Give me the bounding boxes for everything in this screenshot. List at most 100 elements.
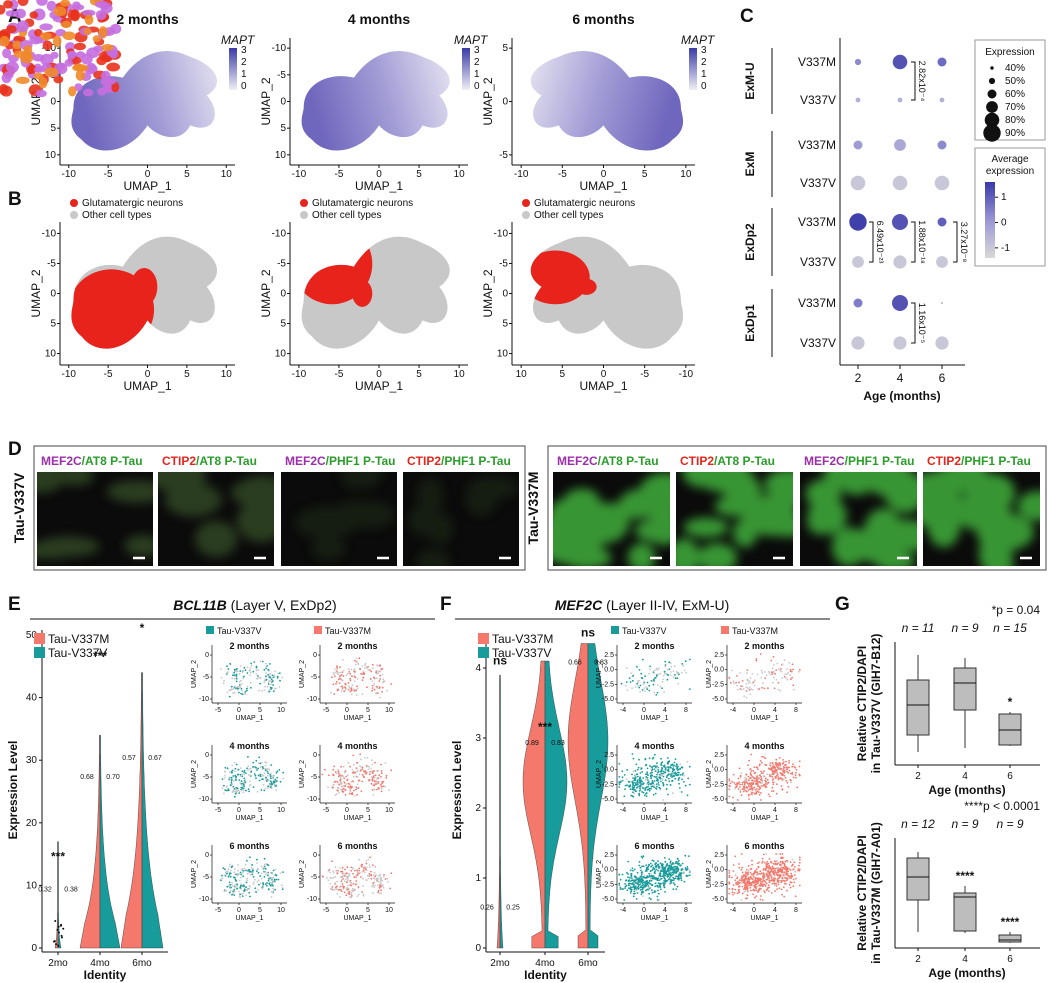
cell-point: [664, 866, 667, 869]
cell-point: [645, 795, 648, 798]
cell-point: [785, 868, 788, 871]
cell-point: [651, 869, 654, 872]
legend-title: Average: [991, 154, 1029, 165]
cell-point: [754, 780, 756, 783]
cell-point: [363, 770, 365, 773]
cell-point: [775, 769, 777, 772]
cell: [74, 83, 83, 92]
cell-point: [259, 773, 262, 776]
cell-point: [656, 776, 659, 778]
cell-point: [370, 767, 372, 770]
cell-point: [688, 869, 691, 872]
umap-plot: [530, 236, 684, 349]
cell-point: [751, 859, 753, 862]
cell-point: [635, 773, 638, 776]
cell-point: [688, 688, 691, 690]
cell-point: [648, 897, 651, 899]
cell-point: [376, 664, 379, 667]
cell-point: [639, 787, 641, 789]
cell: [75, 69, 85, 81]
cell-point: [241, 770, 244, 773]
cell-point: [262, 883, 265, 886]
cell-point: [332, 871, 335, 874]
cell-point: [741, 788, 744, 791]
cell-point: [244, 690, 247, 693]
cell-point: [375, 685, 378, 688]
cell-point: [641, 689, 644, 691]
haze-blob: [714, 496, 758, 517]
cell-point: [795, 776, 797, 779]
cell-point: [344, 868, 346, 871]
cell-point: [240, 692, 243, 695]
cell-point: [635, 786, 638, 789]
cell-point: [377, 884, 379, 887]
haze-blob: [1017, 491, 1040, 521]
cell-point: [795, 769, 798, 771]
micrograph: [37, 472, 153, 566]
cell-point: [376, 878, 379, 880]
cell-point: [749, 889, 752, 892]
cell-point: [238, 879, 241, 882]
cell-point: [664, 771, 667, 774]
cell-point: [270, 764, 273, 766]
cell-point: [676, 769, 679, 771]
cell-point: [648, 864, 651, 867]
y-axis-label: UMAP_2: [596, 660, 603, 688]
y-tick-label: 5: [502, 43, 508, 54]
cell-point: [329, 877, 331, 879]
haze: [295, 472, 396, 560]
y-tick-label: 0: [313, 852, 317, 859]
cell-point: [676, 861, 679, 863]
panel-title: BCL11B (Layer V, ExDp2): [173, 597, 336, 613]
cell-point: [234, 885, 237, 888]
cell-point: [646, 783, 649, 785]
x-tick-label: 10: [454, 369, 466, 380]
cell-point: [224, 871, 227, 874]
x-tick-label: 0: [145, 169, 151, 180]
cell: [23, 45, 33, 54]
cell-point: [268, 882, 271, 885]
cell-point: [740, 853, 743, 855]
cell-point: [728, 778, 731, 781]
x-tick-label: 4: [773, 907, 777, 914]
cell-point: [633, 868, 636, 871]
cell-point: [784, 880, 786, 882]
cell-point: [654, 890, 657, 893]
cell-point: [380, 763, 382, 766]
cell-point: [784, 764, 786, 767]
umap-points: [220, 660, 284, 698]
cell-point: [263, 863, 266, 866]
cell-point: [239, 886, 242, 888]
y-tick-label: 5: [50, 319, 56, 330]
cell-point: [657, 886, 659, 888]
cell-point: [226, 789, 228, 792]
cell-point: [355, 788, 357, 791]
cell-point: [651, 859, 654, 862]
cell-point: [231, 783, 234, 786]
cell-point: [350, 869, 353, 872]
cell-point: [348, 891, 351, 893]
cell-point: [642, 658, 644, 661]
legend-tick: 0: [241, 81, 247, 92]
cell-point: [659, 884, 661, 886]
cell-point: [761, 880, 763, 883]
cell-point: [664, 767, 667, 769]
cell: [15, 76, 30, 85]
cell-point: [357, 872, 360, 875]
cell-point: [373, 770, 375, 772]
cell-point: [645, 686, 647, 688]
cell-point: [336, 666, 338, 669]
cell-point: [665, 672, 668, 675]
cell-point: [677, 682, 680, 685]
cell-point: [798, 858, 801, 861]
cell-point: [778, 761, 781, 764]
cell-point: [673, 761, 676, 764]
cell-point: [267, 767, 269, 770]
cell-point: [321, 773, 324, 776]
cell-point: [384, 785, 386, 788]
cell-point: [751, 863, 753, 866]
cell-point: [792, 776, 795, 779]
x-axis-label: UMAP_1: [123, 179, 171, 193]
cell-point: [632, 788, 635, 791]
legend-label: 80%: [1005, 115, 1025, 126]
